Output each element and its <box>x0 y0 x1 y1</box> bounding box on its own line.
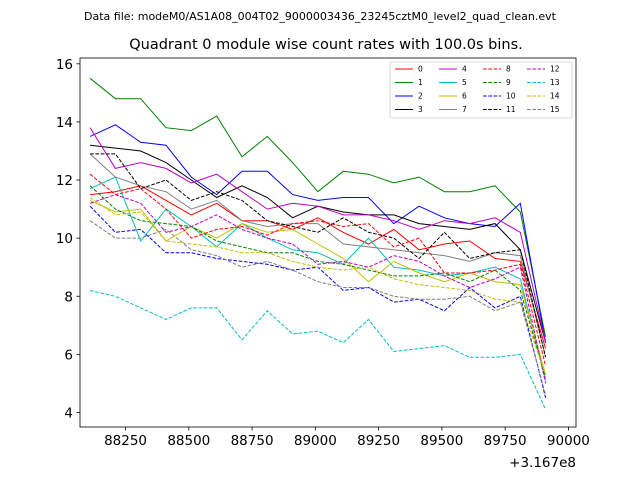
plot-background <box>80 58 576 427</box>
x-tick-label: 88750 <box>231 433 274 449</box>
legend-label-0: 0 <box>418 65 423 74</box>
y-tick-label: 14 <box>56 115 73 131</box>
series-line-12 <box>89 194 547 384</box>
y-tick-label: 12 <box>56 173 73 189</box>
series-line-13 <box>89 289 547 410</box>
series-lines <box>89 77 547 410</box>
series-line-4 <box>89 127 547 343</box>
plot-area <box>80 58 576 427</box>
series-line-0 <box>90 185 547 349</box>
axes: 88250 88500 88750 89000 89250 89500 89750 90000… <box>56 57 590 449</box>
y-tick-label: 4 <box>64 405 73 421</box>
series-line-11 <box>90 153 547 358</box>
legend-label-2: 2 <box>418 92 423 101</box>
x-tick-label: 89250 <box>357 433 400 449</box>
series-line-14 <box>89 197 547 375</box>
legend-label-10: 10 <box>506 92 516 101</box>
legend-label-7: 7 <box>462 105 467 114</box>
series-line-8 <box>89 173 547 367</box>
x-tick-label: 88500 <box>167 433 210 449</box>
data-file-line: Data file: modeM0/AS1A08_004T02_90000034… <box>84 10 557 23</box>
legend-box <box>389 61 573 119</box>
legend-label-13: 13 <box>550 78 560 87</box>
x-tick-label: 89000 <box>294 433 337 449</box>
legend-label-15: 15 <box>550 105 560 114</box>
y-tick-label: 8 <box>64 289 73 305</box>
series-line-1 <box>89 77 547 337</box>
legend-label-9: 9 <box>506 78 511 87</box>
x-offset-label: +3.167e8 <box>509 455 576 471</box>
x-tick-label: 89500 <box>420 433 463 449</box>
y-tick-label: 10 <box>56 231 73 247</box>
axes-frame <box>79 57 577 428</box>
series-line-7 <box>89 153 547 358</box>
legend-label-8: 8 <box>506 65 511 74</box>
y-tick-label: 16 <box>56 57 73 73</box>
legend-label-3: 3 <box>418 105 423 114</box>
x-tick-label: 90000 <box>547 433 590 449</box>
legend-label-11: 11 <box>506 105 516 114</box>
chart-title: Quadrant 0 module wise count rates with … <box>129 37 523 53</box>
legend-label-4: 4 <box>462 65 467 74</box>
legend-label-1: 1 <box>418 78 423 87</box>
legend-label-5: 5 <box>462 78 467 87</box>
series-line-9 <box>89 185 547 378</box>
legend-label-12: 12 <box>550 65 560 74</box>
y-tick-label: 6 <box>64 347 73 363</box>
legend-label-14: 14 <box>550 92 560 101</box>
legend-label-6: 6 <box>462 92 467 101</box>
x-tick-label: 89750 <box>484 433 527 449</box>
series-line-15 <box>89 220 547 396</box>
x-tick-label: 88250 <box>104 433 147 449</box>
